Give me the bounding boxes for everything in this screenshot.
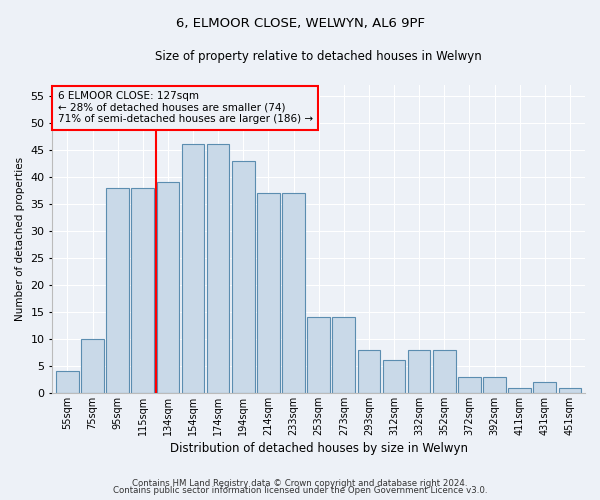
Bar	[157, 182, 179, 393]
Y-axis label: Number of detached properties: Number of detached properties	[15, 157, 25, 321]
Text: 6, ELMOOR CLOSE, WELWYN, AL6 9PF: 6, ELMOOR CLOSE, WELWYN, AL6 9PF	[176, 18, 425, 30]
Bar	[458, 376, 481, 393]
Bar	[106, 188, 129, 393]
Bar	[483, 376, 506, 393]
Bar	[332, 318, 355, 393]
Bar	[56, 372, 79, 393]
Bar	[307, 318, 330, 393]
Bar	[358, 350, 380, 393]
Text: 6 ELMOOR CLOSE: 127sqm
← 28% of detached houses are smaller (74)
71% of semi-det: 6 ELMOOR CLOSE: 127sqm ← 28% of detached…	[58, 91, 313, 124]
Bar	[383, 360, 406, 393]
Bar	[207, 144, 229, 393]
Bar	[533, 382, 556, 393]
Bar	[559, 388, 581, 393]
Bar	[257, 193, 280, 393]
Bar	[131, 188, 154, 393]
X-axis label: Distribution of detached houses by size in Welwyn: Distribution of detached houses by size …	[170, 442, 467, 455]
Title: Size of property relative to detached houses in Welwyn: Size of property relative to detached ho…	[155, 50, 482, 63]
Bar	[433, 350, 455, 393]
Bar	[282, 193, 305, 393]
Bar	[232, 160, 254, 393]
Bar	[408, 350, 430, 393]
Bar	[508, 388, 531, 393]
Text: Contains public sector information licensed under the Open Government Licence v3: Contains public sector information licen…	[113, 486, 487, 495]
Bar	[81, 339, 104, 393]
Text: Contains HM Land Registry data © Crown copyright and database right 2024.: Contains HM Land Registry data © Crown c…	[132, 478, 468, 488]
Bar	[182, 144, 205, 393]
